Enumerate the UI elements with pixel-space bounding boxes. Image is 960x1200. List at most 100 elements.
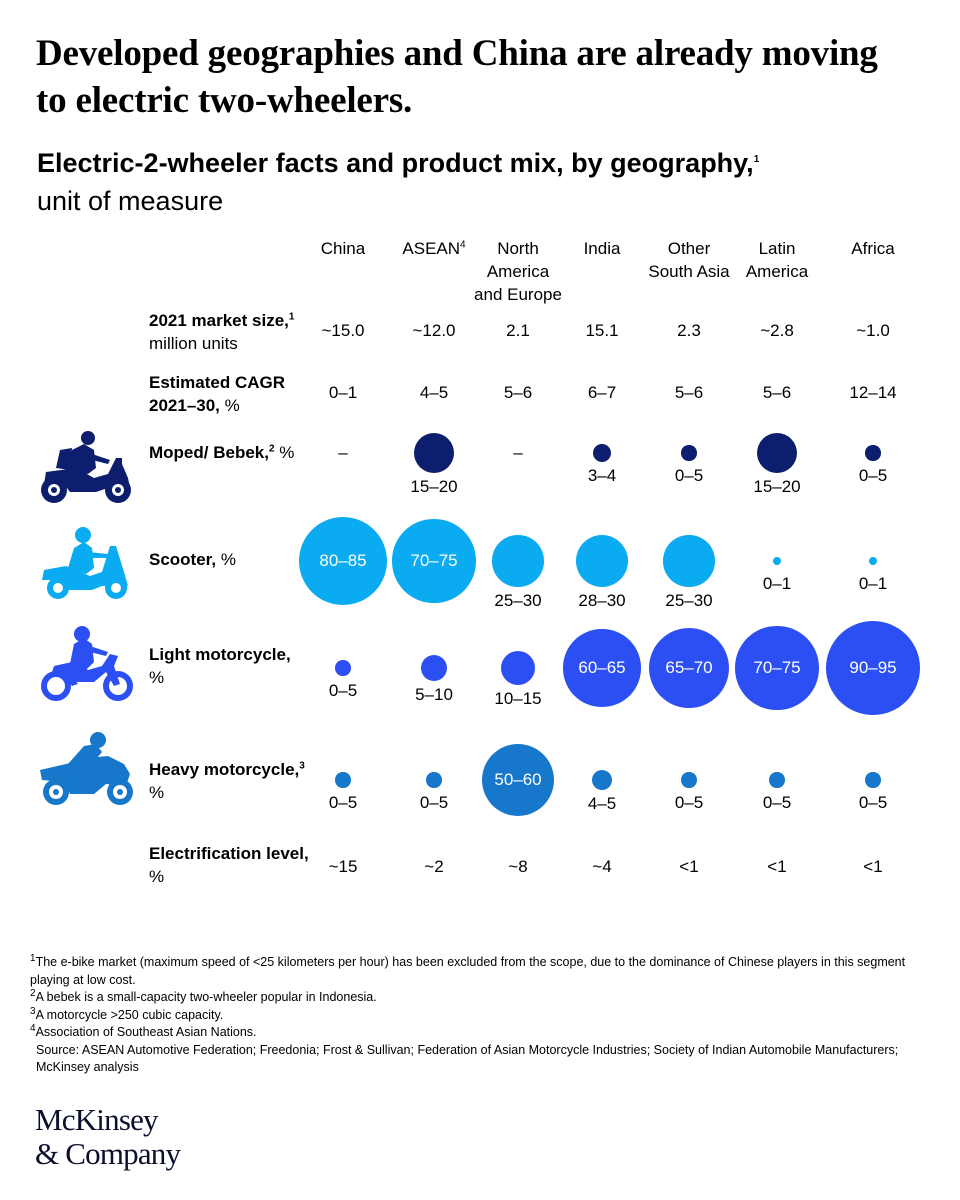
cell-value: 5–6 — [762, 383, 792, 402]
bubble-label: 0–5 — [419, 793, 449, 812]
data-bubble — [826, 621, 920, 715]
cell-value: 4–5 — [419, 383, 449, 402]
bubble-label: 0–5 — [328, 793, 358, 812]
cell-value: ~15.0 — [321, 321, 365, 340]
bubble-label: 10–15 — [494, 689, 542, 709]
row-label: Estimated CAGR 2021–30, % — [149, 371, 309, 417]
bubble-label: 4–5 — [587, 794, 617, 814]
bubble-label: 65–70 — [665, 658, 713, 677]
bubble-label: 80–85 — [319, 551, 367, 570]
cell-value: ~15 — [328, 857, 358, 876]
column-header: ASEAN4 — [379, 237, 489, 260]
row-label: Light motorcycle, % — [149, 643, 309, 689]
bubble-label: 90–95 — [849, 658, 897, 677]
bubble-label: 25–30 — [494, 590, 542, 610]
data-bubble — [500, 650, 536, 686]
cell-value: ~8 — [508, 857, 528, 876]
column-header-line: ASEAN — [402, 239, 461, 258]
column-header: India — [547, 237, 657, 260]
cell-value: <1 — [767, 857, 787, 876]
row-label-bold: Moped/ Bebek, — [149, 443, 269, 462]
column-header: North America and Europe — [463, 237, 573, 306]
bubble-label: 3–4 — [587, 466, 617, 486]
data-bubble — [773, 557, 781, 565]
data-bubble — [869, 557, 877, 565]
footnote-2: 2A bebek is a small-capacity two-wheeler… — [30, 987, 377, 1004]
bubble-label: 0–5 — [858, 466, 888, 485]
cell-value: 12–14 — [849, 383, 897, 402]
bubble-label: 15–20 — [410, 477, 458, 497]
row-label-unit: % — [149, 783, 165, 802]
cell-value: 2.1 — [506, 321, 530, 340]
bubble-label: 0–5 — [674, 466, 704, 485]
data-bubble — [413, 432, 455, 474]
column-header-sup: 4 — [460, 239, 466, 251]
row-label-unit: million units — [149, 334, 238, 353]
data-bubble — [735, 626, 819, 710]
cell-value: 5–6 — [674, 383, 704, 402]
column-header: Africa — [818, 237, 928, 260]
data-bubble — [865, 445, 881, 461]
cell-value: <1 — [679, 857, 699, 876]
row-label: Moped/ Bebek,2 % — [149, 441, 309, 464]
data-bubble — [865, 772, 881, 788]
column-header-line: Africa — [851, 239, 895, 258]
bubble-label: 70–75 — [410, 551, 458, 570]
bubble-label: 50–60 — [494, 770, 542, 789]
cell-dash: – — [513, 443, 523, 462]
data-bubble — [335, 772, 351, 788]
scooter-rider-icon — [42, 527, 128, 599]
logo-line-2: & Company — [35, 1136, 181, 1171]
row-label-unit: % — [220, 550, 236, 569]
footnotes: 1The e-bike market (maximum speed of <25… — [30, 953, 930, 1077]
row-label-bold: Estimated CAGR 2021–30, — [149, 373, 286, 415]
column-header-line: India — [583, 239, 621, 258]
cell-value: 0–1 — [328, 383, 358, 402]
data-bubble — [335, 660, 351, 676]
cell-value: 2.3 — [677, 321, 701, 340]
cell-value: ~1.0 — [856, 321, 890, 340]
row-label-bold: Light motorcycle, — [149, 645, 291, 664]
footnote-3: 3A motorcycle >250 cubic capacity. — [30, 1005, 224, 1022]
data-bubble — [681, 772, 697, 788]
row-label: Scooter, % — [149, 548, 309, 571]
cell-value: 5–6 — [503, 383, 533, 402]
data-bubble — [681, 445, 697, 461]
bubble-label: 0–1 — [762, 574, 792, 593]
bubble-label: 0–5 — [328, 681, 358, 700]
mckinsey-logo: McKinsey & Company — [35, 1102, 181, 1171]
row-label-bold: Heavy motorcycle, — [149, 760, 300, 779]
moped-rider-icon — [41, 431, 131, 503]
data-bubble — [591, 769, 613, 791]
sport-bike-rider-icon — [40, 732, 133, 805]
row-label-sup: 2 — [268, 443, 275, 455]
column-header-line: Other — [667, 239, 711, 258]
row-label-bold: 2021 market size, — [149, 311, 289, 330]
row-label: Electrification level, % — [149, 842, 309, 888]
bubble-label: 28–30 — [578, 591, 626, 611]
bubble-label: 25–30 — [665, 590, 713, 610]
column-header-line: China — [320, 239, 366, 258]
row-label: Heavy motorcycle,3 % — [149, 758, 309, 804]
chart-title: Developed geographies and China are alre… — [36, 33, 878, 121]
column-header: Other South Asia — [634, 237, 744, 283]
bubble-label: 15–20 — [753, 477, 801, 497]
data-bubble — [575, 534, 629, 588]
logo-line-1: McKinsey — [35, 1102, 159, 1137]
column-header-line: America — [745, 262, 809, 281]
bubble-label: 0–5 — [674, 793, 704, 812]
bubble-label: 70–75 — [753, 658, 801, 677]
cell-value: <1 — [863, 857, 883, 876]
row-label-unit: % — [149, 668, 165, 687]
column-header: Latin America — [722, 237, 832, 283]
source-note: Source: ASEAN Automotive Federation; Fre… — [36, 1042, 899, 1075]
row-label-bold: Electrification level, — [149, 844, 309, 863]
data-bubble — [481, 743, 555, 817]
data-bubble — [298, 516, 388, 606]
bubble-label: 60–65 — [578, 658, 626, 677]
bubble-label: 0–5 — [858, 793, 888, 812]
chart-subtitle: Electric-2-wheeler facts and product mix… — [37, 148, 760, 178]
data-bubble — [426, 772, 442, 788]
data-bubble — [420, 654, 448, 682]
cell-value: ~2.8 — [760, 321, 794, 340]
